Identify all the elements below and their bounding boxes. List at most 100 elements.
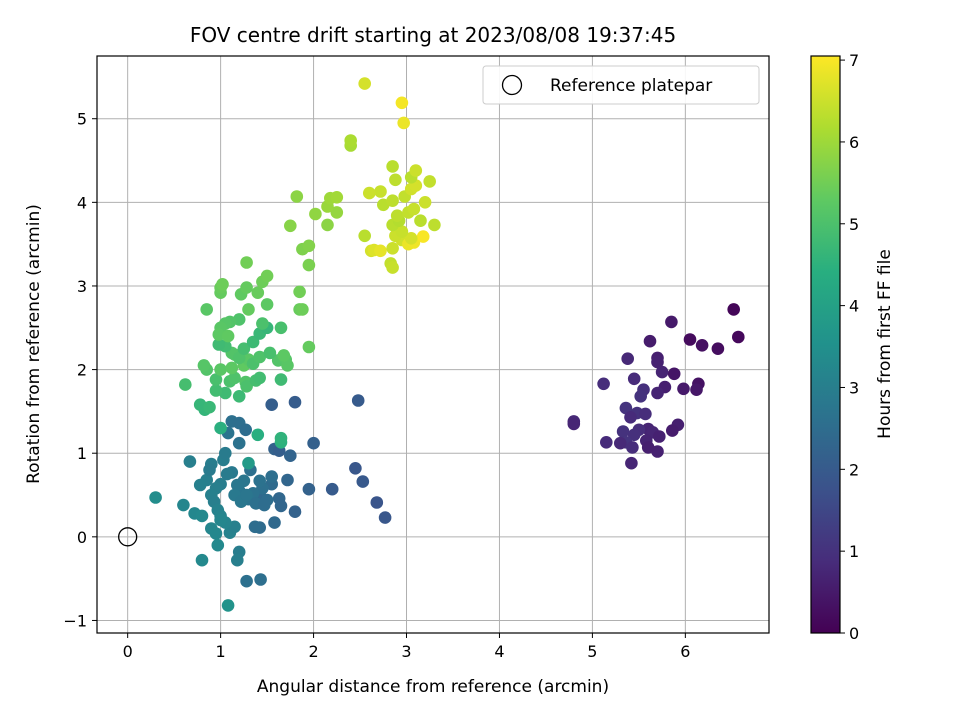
data-point — [386, 160, 399, 173]
data-point — [225, 361, 239, 375]
chart-title: FOV centre drift starting at 2023/08/08 … — [190, 23, 676, 47]
y-tick-label: −1 — [63, 611, 87, 630]
reference-platepar-marker — [118, 527, 138, 547]
colorbar-tick-label: 5 — [849, 215, 859, 234]
data-point — [651, 355, 664, 369]
data-point — [203, 463, 216, 477]
data-point — [625, 456, 638, 470]
y-tick-label: 5 — [77, 110, 87, 129]
data-point — [395, 96, 409, 110]
data-point — [260, 269, 274, 283]
data-point — [231, 553, 244, 567]
data-point — [651, 386, 664, 400]
x-tick-label: 1 — [216, 642, 226, 661]
data-point — [695, 339, 709, 352]
data-point — [214, 513, 227, 527]
data-point — [221, 599, 235, 612]
data-point — [274, 499, 288, 513]
colorbar-tick-label: 7 — [849, 51, 859, 70]
data-point — [653, 430, 666, 443]
data-point — [386, 242, 399, 255]
data-point — [386, 261, 399, 274]
data-point — [330, 191, 344, 204]
data-point — [240, 256, 253, 269]
data-point — [240, 574, 253, 588]
data-point — [358, 77, 372, 90]
data-point — [363, 186, 376, 200]
data-point — [268, 516, 281, 529]
data-point — [416, 230, 430, 243]
data-point — [239, 423, 252, 437]
y-tick-label: 3 — [77, 277, 87, 296]
plot-area — [97, 56, 769, 633]
data-points — [149, 77, 745, 612]
data-point — [418, 196, 432, 209]
data-point — [423, 175, 437, 188]
data-point — [197, 359, 211, 372]
data-point — [614, 436, 627, 450]
data-point — [220, 467, 234, 481]
x-tick-label: 3 — [401, 642, 411, 661]
data-point — [389, 173, 402, 187]
data-point — [203, 400, 216, 414]
data-point — [240, 281, 253, 294]
y-tick-label: 0 — [77, 528, 87, 547]
data-point — [232, 390, 246, 403]
data-point — [288, 395, 302, 409]
data-point — [288, 505, 302, 518]
data-point — [330, 206, 344, 219]
data-point — [209, 373, 223, 386]
data-point — [248, 520, 262, 534]
data-point — [296, 303, 309, 316]
data-point — [265, 470, 279, 483]
colorbar-tick-label: 6 — [849, 133, 859, 152]
axis-ticks: 0 1 2 3 4 5 6 −1 0 1 2 3 4 5 — [63, 110, 690, 661]
colorbar-tick-label: 2 — [849, 460, 859, 479]
x-tick-label: 4 — [494, 642, 504, 661]
data-point — [711, 342, 725, 356]
colorbar-frame — [810, 55, 841, 634]
data-point — [390, 209, 404, 222]
data-point — [212, 328, 226, 341]
data-point — [242, 303, 255, 316]
data-point — [253, 474, 266, 488]
data-point — [274, 373, 288, 386]
y-axis-label: Rotation from reference (arcmin) — [24, 204, 44, 484]
data-point — [655, 365, 669, 379]
x-tick-label: 0 — [123, 642, 133, 661]
x-tick-label: 2 — [308, 642, 318, 661]
data-point — [179, 378, 192, 391]
data-point — [240, 380, 253, 393]
data-point — [212, 338, 226, 351]
data-point — [690, 383, 703, 397]
data-point — [254, 573, 267, 586]
data-point — [274, 321, 288, 335]
legend-open-circle-icon — [501, 74, 523, 96]
y-tick-label: 4 — [77, 193, 87, 212]
data-point — [414, 214, 427, 227]
legend: Reference platepar — [482, 65, 760, 105]
data-point — [290, 190, 304, 203]
data-point — [281, 473, 294, 487]
colorbar-gradient — [811, 56, 840, 633]
data-point — [397, 116, 411, 130]
data-point — [302, 340, 316, 354]
data-point — [231, 478, 244, 492]
data-point — [211, 538, 225, 552]
colorbar-tick-label: 0 — [849, 624, 859, 643]
data-point — [370, 496, 384, 509]
data-point — [641, 441, 655, 454]
data-point — [284, 219, 297, 233]
data-point — [281, 359, 294, 372]
data-point — [624, 411, 637, 424]
data-point — [253, 371, 266, 385]
data-point — [221, 329, 235, 343]
colorbar-tick-label: 3 — [849, 378, 859, 397]
data-point — [325, 482, 339, 496]
x-tick-label: 6 — [680, 642, 690, 661]
legend-box — [482, 65, 760, 105]
data-point — [214, 363, 227, 376]
data-point — [667, 367, 681, 381]
data-point — [395, 225, 409, 238]
